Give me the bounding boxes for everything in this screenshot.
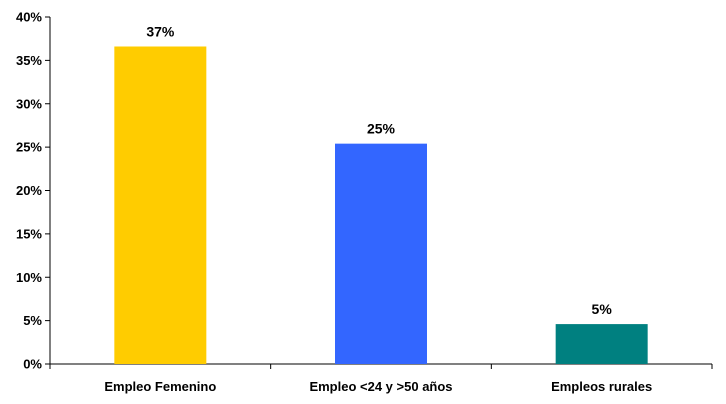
y-tick-label: 15% [16, 226, 42, 241]
y-tick-label: 5% [23, 313, 42, 328]
y-tick-label: 25% [16, 140, 42, 155]
data-label: 37% [146, 23, 175, 39]
x-category-label: Empleos rurales [551, 379, 652, 394]
data-label: 25% [367, 121, 396, 137]
data-label: 5% [592, 301, 613, 317]
y-tick-label: 35% [16, 53, 42, 68]
y-tick-label: 0% [23, 357, 42, 372]
y-tick-label: 20% [16, 183, 42, 198]
bar [555, 324, 648, 364]
x-category-label: Empleo Femenino [104, 379, 216, 394]
bar [335, 143, 427, 364]
x-category-label: Empleo <24 y >50 años [309, 379, 452, 394]
y-tick-label: 10% [16, 270, 42, 285]
y-tick-label: 40% [16, 10, 42, 25]
y-tick-label: 30% [16, 96, 42, 111]
bar [114, 46, 207, 365]
